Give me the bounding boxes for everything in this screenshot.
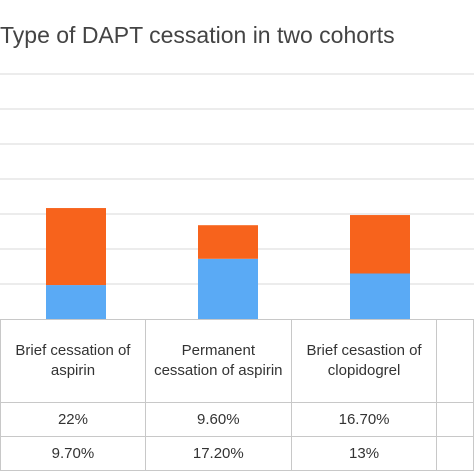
category-label-1: Permanent cessation of aspirin — [154, 342, 283, 379]
category-cell: Brief cesastion of clopidogrel — [290, 319, 438, 403]
value-cell: 9.70% — [0, 436, 146, 471]
category-label-0: Brief cessation of aspirin — [15, 342, 131, 379]
series-row-blue: 9.70% 17.20% 13% — [0, 436, 474, 471]
category-cell: Permanent cessation of aspirin — [144, 319, 292, 403]
value-cell: 9.60% — [144, 402, 292, 437]
bar-segment-1-1 — [198, 225, 258, 259]
bars — [46, 208, 410, 319]
data-table: Brief cessation of aspirin Permanent ces… — [0, 319, 474, 471]
value-cell: 16.70% — [290, 402, 438, 437]
empty-cell — [436, 436, 474, 471]
plot-area — [0, 73, 474, 319]
series-row-orange: 22% 9.60% 16.70% — [0, 402, 474, 437]
chart-title: Type of DAPT cessation in two cohorts — [0, 22, 395, 48]
bar-segment-1-0 — [46, 208, 106, 286]
empty-cell — [436, 319, 474, 403]
empty-cell — [436, 402, 474, 437]
category-label-2: Brief cesastion of clopidogrel — [306, 342, 422, 379]
value-cell: 17.20% — [144, 436, 292, 471]
bar-segment-1-2 — [350, 215, 410, 274]
category-cell: Brief cessation of aspirin — [0, 319, 146, 403]
bar-segment-0-2 — [350, 273, 410, 319]
value-cell: 22% — [0, 402, 146, 437]
value-cell: 13% — [290, 436, 438, 471]
bar-segment-0-1 — [198, 258, 258, 319]
category-row: Brief cessation of aspirin Permanent ces… — [0, 319, 474, 403]
bar-segment-0-0 — [46, 285, 106, 319]
